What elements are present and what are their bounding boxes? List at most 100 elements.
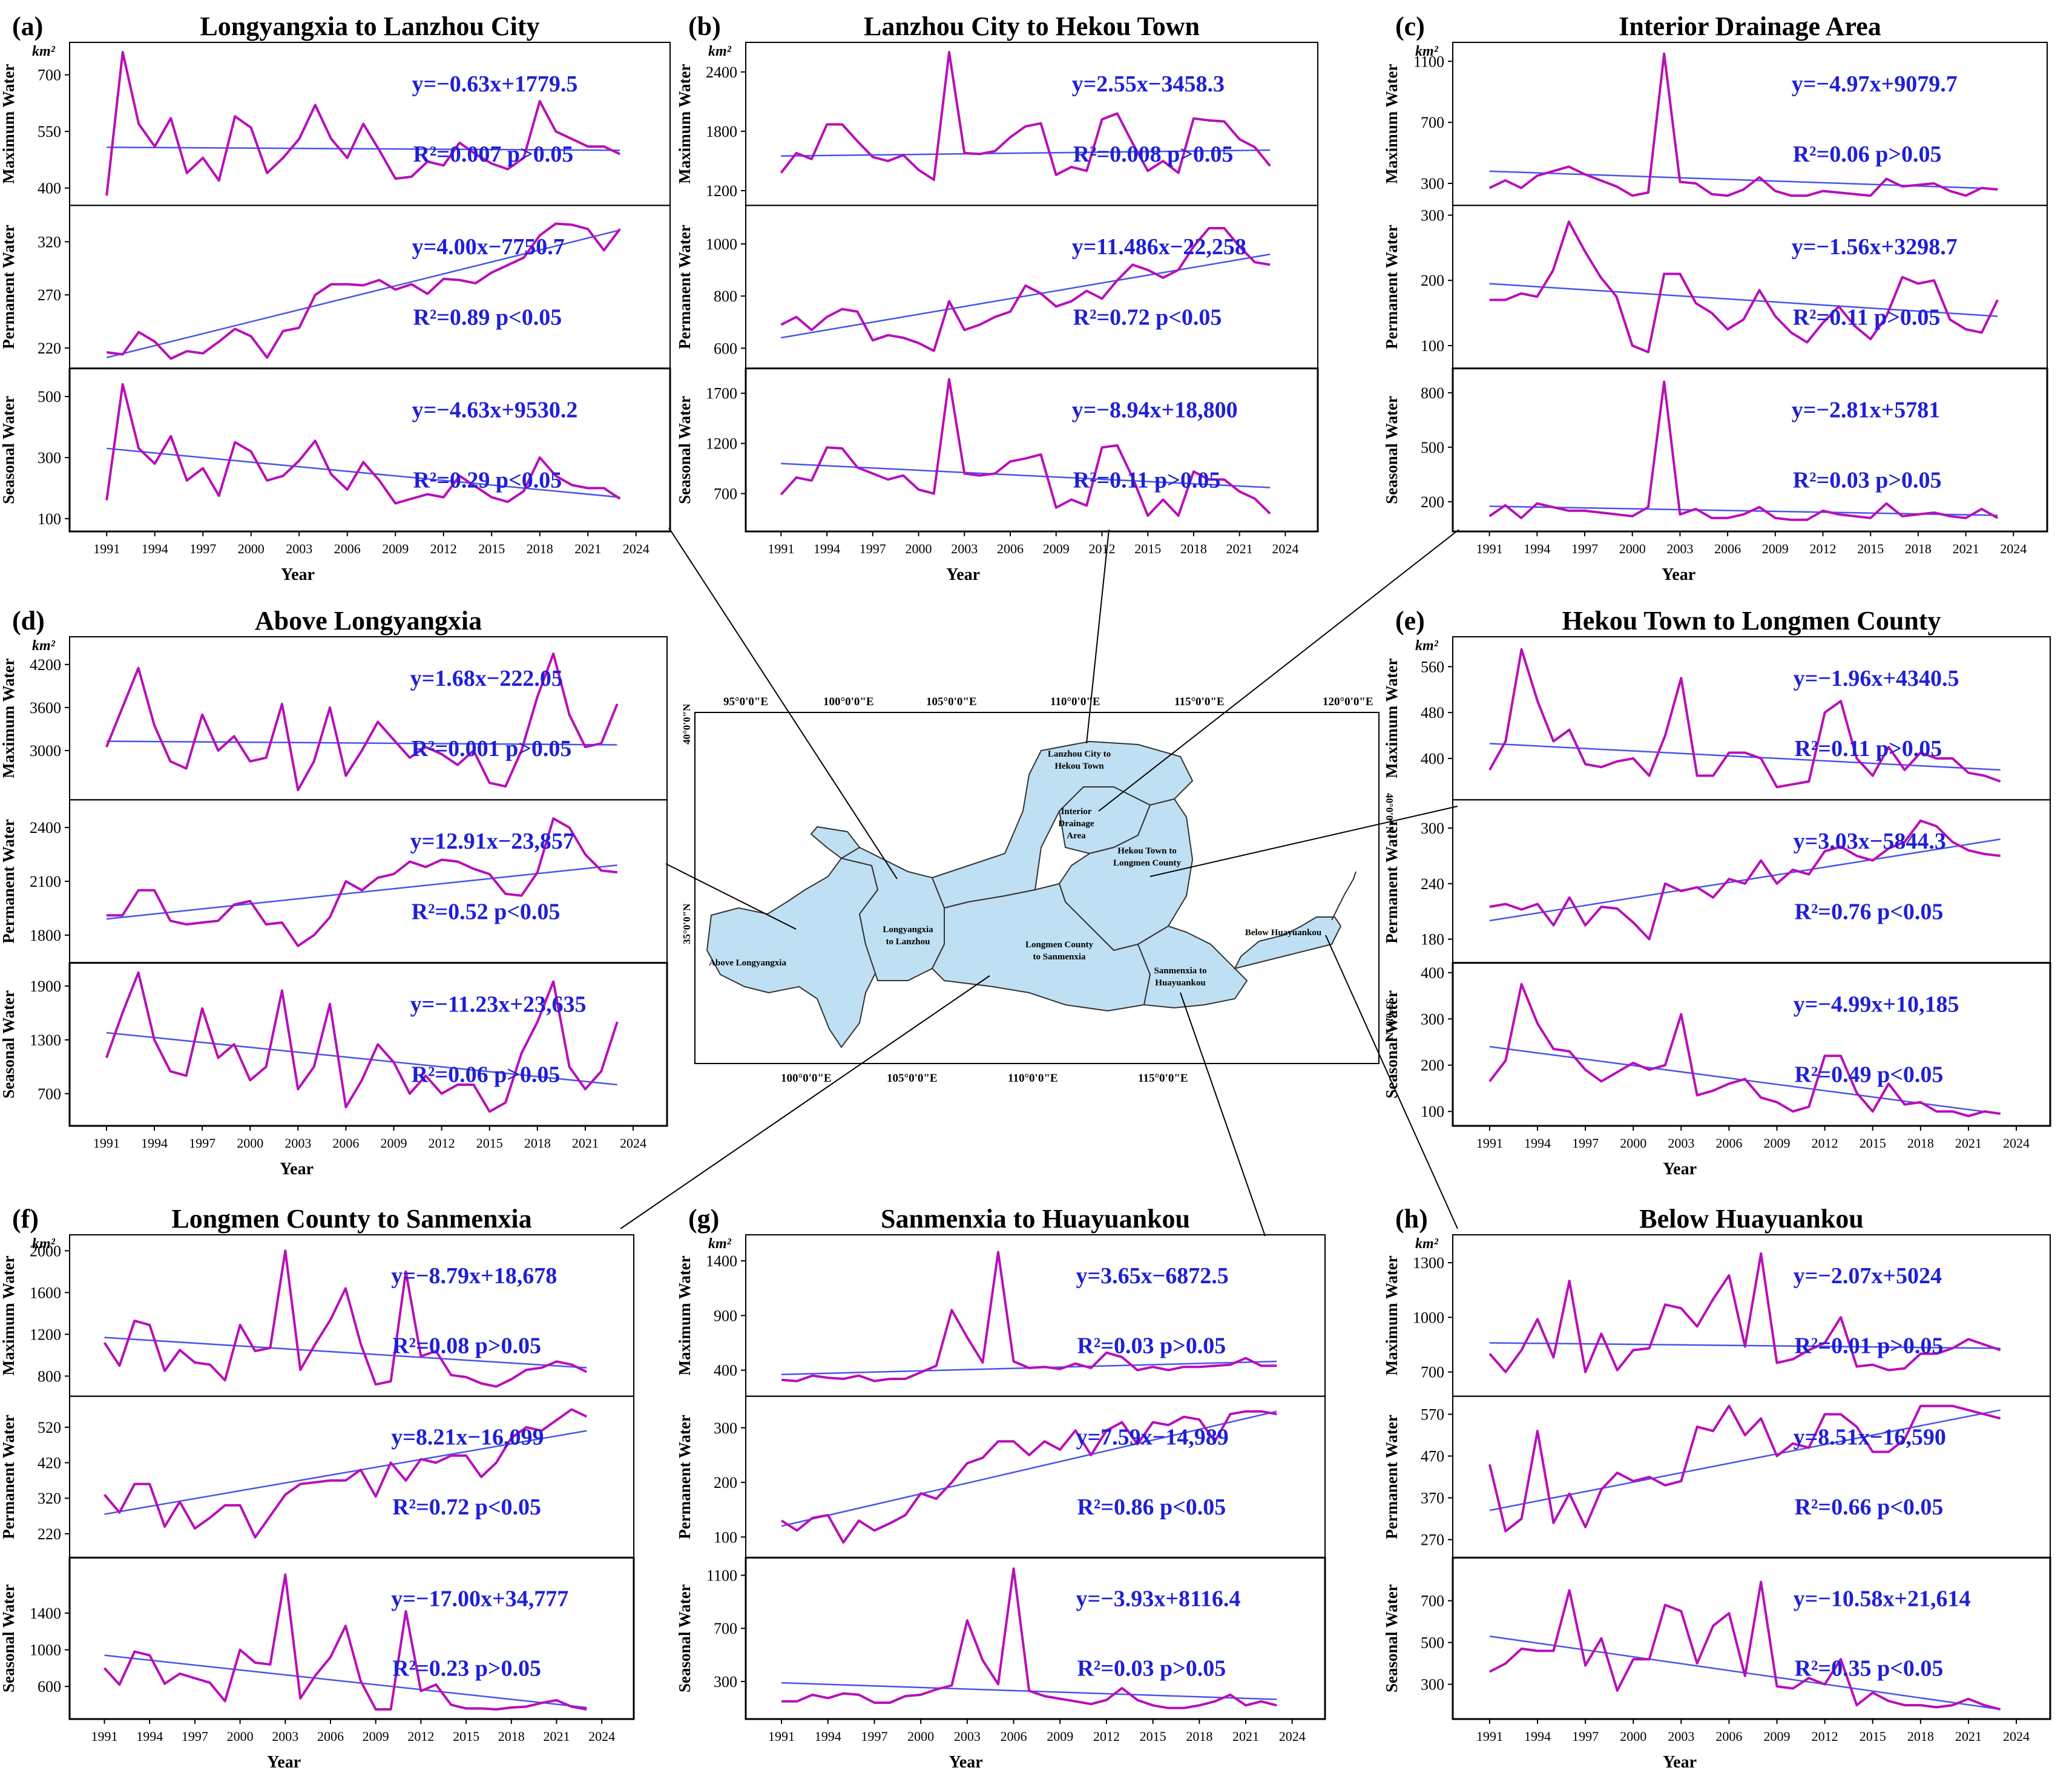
x-tick-label: 2018 [524, 1136, 551, 1151]
series-line [1489, 819, 2001, 941]
chart-title-a: Longyangxia to Lanzhou City [200, 12, 539, 41]
x-tick-label: 2021 [1232, 1729, 1259, 1744]
x-tick-label: 1997 [189, 541, 216, 556]
y-axis-label: Maximum Water [676, 64, 694, 184]
y-axis-label: Permanent Water [1383, 1415, 1401, 1539]
panel-letter-b: (b) [688, 12, 721, 41]
unit-label-a: km² [32, 44, 56, 59]
y-tick-label: 300 [1421, 175, 1444, 192]
x-tick-label: 2003 [1666, 541, 1693, 556]
x-axis-label: Year [1663, 1160, 1697, 1179]
x-tick-label: 2015 [1860, 1136, 1886, 1151]
leader-line-f [620, 975, 990, 1229]
x-tick-label: 2021 [572, 1136, 599, 1151]
x-axis-label: Year [946, 565, 980, 584]
map-region-label: Drainage [1058, 819, 1094, 829]
y-tick-label: 700 [1421, 1364, 1444, 1381]
x-tick-label: 2012 [1093, 1729, 1120, 1744]
series-line [105, 383, 621, 505]
trend-line [106, 740, 617, 746]
y-axis-label: Seasonal Water [1383, 990, 1401, 1099]
regression-equation: y=−8.94x+18,800 [1072, 397, 1238, 422]
x-tick-label: 2024 [588, 1729, 615, 1744]
y-tick-label: 200 [1421, 493, 1444, 511]
y-tick-label: 700 [38, 67, 61, 84]
y-tick-label: 700 [1421, 1593, 1444, 1610]
map-region-label: Interior [1061, 807, 1092, 817]
y-tick-label: 550 [38, 123, 61, 140]
x-tick-label: 1997 [1572, 1729, 1599, 1744]
regression-stats: R²=0.89 p<0.05 [413, 304, 562, 330]
x-tick-label: 2021 [1226, 541, 1253, 556]
series-line [105, 971, 619, 1113]
plot-frame [68, 1556, 635, 1720]
plot-frame [1452, 962, 2051, 1127]
x-tick-label: 2024 [620, 1136, 646, 1151]
regression-stats: R²=0.01 p>0.05 [1795, 1333, 1944, 1358]
map-region-label: Hekou Town [1054, 761, 1104, 771]
x-tick-label: 1991 [768, 1729, 795, 1744]
map-lon-label-bottom: 110°0'0"E [1008, 1072, 1058, 1085]
trend-line [781, 1410, 1277, 1527]
panel-letter-c: (c) [1395, 12, 1425, 41]
leader-lines [620, 527, 1459, 1237]
series-line [780, 51, 1271, 181]
leader-line-h [1325, 935, 1458, 1229]
subplot-c-1: 100 200 300 Permanent Water y=−1.56x+3298.7 R… [1383, 205, 2048, 369]
trend-line [1489, 743, 2001, 771]
regression-equation: y=3.03x−5844.3 [1794, 829, 1946, 854]
y-axis-label: Seasonal Water [676, 396, 694, 504]
x-axis-label: Year [280, 1160, 314, 1179]
series-line [103, 1249, 588, 1388]
regression-stats: R²=0.29 p<0.05 [413, 468, 562, 493]
series-line [780, 378, 1271, 517]
x-tick-label: 2006 [1715, 1136, 1742, 1151]
chart-title-b: Lanzhou City to Hekou Town [864, 12, 1200, 41]
x-tick-label: 2000 [906, 541, 932, 556]
chart-title-h: Below Huayuankou [1639, 1204, 1863, 1234]
x-tick-label: 2015 [453, 1729, 479, 1744]
y-tick-label: 1800 [30, 927, 61, 944]
subplot-b-2: 700 1200 1700 Seasonal Water y=−8.94x+18,800… [676, 367, 1319, 533]
y-tick-label: 100 [714, 1528, 737, 1546]
y-tick-label: 200 [1421, 272, 1444, 289]
x-tick-label: 1997 [1572, 1136, 1599, 1151]
regression-stats: R²=0.76 p<0.05 [1795, 899, 1944, 924]
x-tick-label: 2003 [954, 1729, 981, 1744]
map-region-label: Longmen County [1025, 940, 1094, 950]
y-tick-label: 470 [1421, 1447, 1444, 1465]
y-axis-label: Permanent Water [0, 1415, 18, 1539]
y-tick-label: 500 [38, 388, 61, 406]
map-region-label: Sanmenxia to [1154, 966, 1206, 976]
y-tick-label: 270 [1421, 1531, 1444, 1549]
regression-stats: R²=0.72 p<0.05 [392, 1494, 541, 1520]
map-lon-label-bottom: 100°0'0"E [781, 1072, 832, 1085]
subplot-a-0: 400 550 700 Maximum Water y=−0.63x+1779.5 R²=… [0, 42, 671, 206]
subplot-c-2: 200 500 800 Seasonal Water y=−2.81x+5781 R²=0… [1383, 367, 2048, 533]
regression-stats: R²=0.66 p<0.05 [1795, 1494, 1944, 1520]
x-tick-label: 2009 [1043, 541, 1070, 556]
yellow-river-basin-map: 95°0'0"E 100°0'0"E 105°0'0"E 110°0'0"E 115°0… [681, 695, 1395, 1085]
subplot-h-0: 700 1000 1300 Maximum Water y=−2.07x+5024 R²=… [1383, 1234, 2051, 1397]
unit-label-g: km² [708, 1236, 732, 1252]
regression-equation: y=−17.00x+34,777 [391, 1586, 568, 1611]
x-tick-label: 1991 [1476, 1136, 1503, 1151]
regression-equation: y=−4.97x+9079.7 [1792, 71, 1958, 97]
plot-frame [1452, 1556, 2051, 1720]
y-tick-label: 570 [1421, 1406, 1444, 1423]
regression-equation: y=12.91x−23,857 [410, 829, 574, 854]
y-tick-label: 700 [38, 1085, 61, 1103]
regression-equation: y=−1.96x+4340.5 [1794, 666, 1959, 691]
x-tick-label: 2015 [1860, 1729, 1886, 1744]
chart-a: (a) Longyangxia to Lanzhou City km² 400 550 7… [0, 12, 671, 584]
y-tick-label: 1900 [30, 978, 61, 995]
map-lat-label-left: 35°0'0"N [681, 903, 692, 944]
y-tick-label: 200 [714, 1474, 737, 1491]
x-tick-label: 2024 [623, 541, 650, 556]
x-tick-label: 2000 [907, 1729, 934, 1744]
panel-letter-a: (a) [12, 12, 43, 41]
x-tick-label: 2009 [1764, 1136, 1791, 1151]
y-tick-label: 700 [714, 1620, 737, 1637]
y-axis-label: Maximum Water [0, 659, 18, 778]
regression-equation: y=11.486x−22,258 [1072, 234, 1246, 260]
